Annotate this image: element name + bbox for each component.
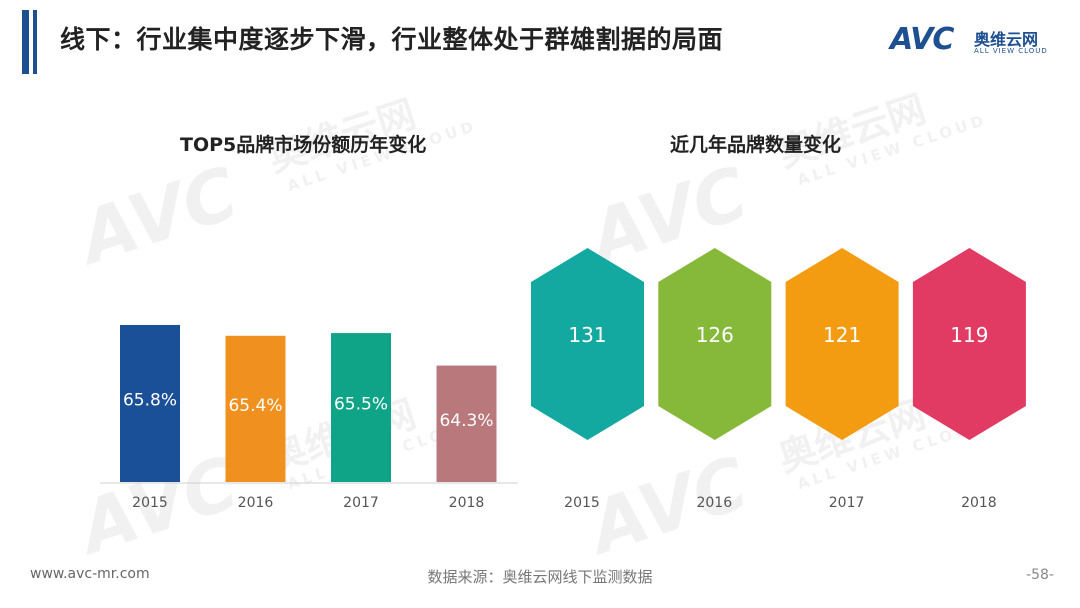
logo-chinese-name: 奥维云网 <box>974 30 1039 49</box>
watermark-avc: AVC <box>70 440 248 570</box>
brand-count-year-2015: 2015 <box>564 495 600 511</box>
watermark-cn: 奥维云网 <box>772 86 931 176</box>
logo-english-name: ALL VIEW CLOUD <box>974 47 1048 55</box>
hexagon-2017 <box>785 248 899 440</box>
brand-count-year-2016: 2016 <box>696 495 732 511</box>
watermark-en: ALL VIEW CLOUD <box>285 414 480 494</box>
brand-count-value-2016: 126 <box>696 323 734 347</box>
bar-2015 <box>120 324 180 482</box>
hexagon-2018 <box>912 248 1026 440</box>
watermark-cn: 奥维云网 <box>262 391 421 481</box>
bar-value-label-2015: 65.8% <box>123 390 177 410</box>
avc-logo: AVC 奥维云网 ALL VIEW CLOUD <box>890 22 1060 62</box>
bar-2016 <box>225 335 286 482</box>
watermark-en: ALL VIEW CLOUD <box>795 414 990 494</box>
bar-2018 <box>436 365 497 482</box>
brand-count-year-2017: 2017 <box>829 495 865 511</box>
bar-value-label-2018: 64.3% <box>439 411 493 431</box>
watermark-cn: 奥维云网 <box>772 391 931 481</box>
hexagon-2016 <box>658 248 772 440</box>
logo-letters: AVC <box>890 22 954 57</box>
brand-count-value-2015: 131 <box>568 323 606 347</box>
hexagon-2015 <box>531 248 644 440</box>
brand-count-year-2018: 2018 <box>961 495 997 511</box>
brand-count-title: 近几年品牌数量变化 <box>670 134 842 156</box>
page-title: 线下：行业集中度逐步下滑，行业整体处于群雄割据的局面 <box>60 25 724 54</box>
x-tick-label-2016: 2016 <box>238 495 274 511</box>
page-number: -58- <box>1026 567 1054 583</box>
x-tick-label-2015: 2015 <box>132 495 168 511</box>
x-tick-label-2017: 2017 <box>343 495 379 511</box>
footer-website: www.avc-mr.com <box>30 566 150 582</box>
watermark-avc: AVC <box>70 150 248 280</box>
brand-count-value-2018: 119 <box>950 323 988 347</box>
bar-value-label-2016: 65.4% <box>228 396 282 416</box>
x-tick-label-2018: 2018 <box>449 495 485 511</box>
bar-value-label-2017: 65.5% <box>334 395 388 415</box>
brand-count-value-2017: 121 <box>823 323 861 347</box>
watermark-avc: AVC <box>580 150 758 280</box>
watermark-avc: AVC <box>580 440 758 570</box>
bar-2017 <box>331 333 391 482</box>
footer-source: 数据来源：奥维云网线下监测数据 <box>427 568 653 586</box>
bar-chart-title: TOP5品牌市场份额历年变化 <box>180 134 427 156</box>
